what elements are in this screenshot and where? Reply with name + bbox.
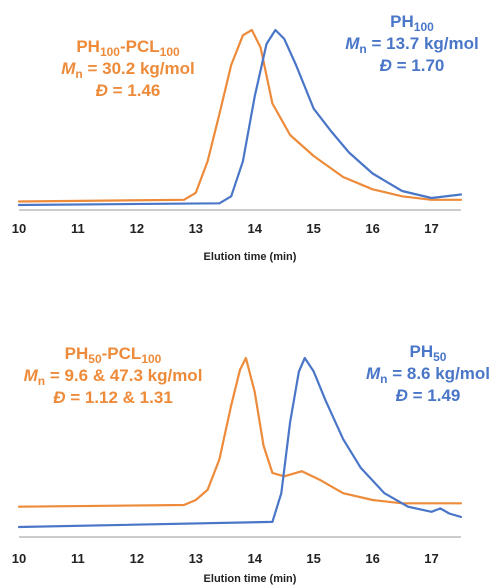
x-tick-label: 17 [424, 221, 438, 236]
legend-label-ph100-pcl100: PH100-PCL100 [76, 37, 180, 59]
x-axis-title: Elution time (min) [204, 251, 297, 263]
x-tick-label: 15 [306, 551, 320, 566]
x-tick-label: 12 [130, 551, 144, 566]
x-tick-label: 14 [247, 221, 262, 236]
x-tick-label: 14 [247, 551, 262, 566]
mn-subscript: n [75, 67, 82, 81]
dispersity-symbol: Đ [96, 81, 108, 100]
dispersity-value: = 1.49 [408, 386, 460, 405]
dispersity-annotation: Đ = 1.46 [96, 81, 161, 100]
legend-name-base: PH [65, 344, 89, 363]
x-tick-label: 12 [130, 221, 144, 236]
legend-name-subscript: 100 [100, 45, 120, 59]
x-tick-label: 16 [365, 551, 379, 566]
mn-annotation: Mn = 8.6 kg/mol [366, 364, 490, 386]
legend-name-subscript: 100 [414, 20, 434, 34]
dispersity-symbol: Đ [53, 388, 65, 407]
legend-label-ph50-pcl100: PH50-PCL100 [65, 344, 162, 366]
mn-symbol: M [345, 34, 360, 53]
legend-name-mid: -PCL [120, 37, 160, 56]
mn-value: = 8.6 kg/mol [388, 364, 491, 383]
mn-subscript: n [380, 372, 387, 386]
x-axis-title: Elution time (min) [204, 573, 297, 585]
mn-symbol: M [24, 366, 39, 385]
series-line-ph100-pcl100 [17, 28, 463, 203]
series-line-ph100 [17, 28, 463, 207]
dispersity-annotation: Đ = 1.12 & 1.31 [53, 388, 173, 407]
legend-name-subscript: 100 [141, 352, 161, 366]
dispersity-value: = 1.12 & 1.31 [66, 388, 173, 407]
legend-name-base: PH [410, 342, 434, 361]
mn-annotation: Mn = 9.6 & 47.3 kg/mol [24, 366, 203, 388]
dispersity-value: = 1.70 [392, 56, 444, 75]
mn-subscript: n [359, 42, 366, 56]
x-tick-label: 13 [189, 221, 203, 236]
mn-value: = 30.2 kg/mol [83, 59, 195, 78]
legend-label-ph50: PH50 [410, 342, 447, 364]
series-line-ph50-pcl100 [17, 356, 463, 508]
mn-value: = 9.6 & 47.3 kg/mol [45, 366, 202, 385]
mn-annotation: Mn = 30.2 kg/mol [61, 59, 195, 81]
x-tick-label: 17 [424, 551, 438, 566]
dispersity-annotation: Đ = 1.70 [380, 56, 445, 75]
legend-name-subscript: 100 [160, 45, 180, 59]
legend-name-subscript: 50 [88, 352, 102, 366]
legend-name-mid: -PCL [102, 344, 142, 363]
x-tick-label: 15 [306, 221, 320, 236]
legend-label-ph100: PH100 [390, 12, 434, 34]
dispersity-symbol: Đ [380, 56, 392, 75]
legend-name-base: PH [76, 37, 100, 56]
mn-annotation: Mn = 13.7 kg/mol [345, 34, 479, 56]
dispersity-value: = 1.46 [108, 81, 160, 100]
legend-name-base: PH [390, 12, 414, 31]
x-tick-label: 11 [71, 221, 85, 236]
dispersity-symbol: Đ [396, 386, 408, 405]
x-tick-label: 16 [365, 221, 379, 236]
mn-value: = 13.7 kg/mol [367, 34, 479, 53]
x-tick-label: 10 [12, 221, 26, 236]
mn-symbol: M [61, 59, 76, 78]
mn-subscript: n [38, 374, 45, 388]
mn-symbol: M [366, 364, 381, 383]
x-tick-label: 10 [12, 551, 26, 566]
x-tick-label: 11 [71, 551, 85, 566]
series-line-ph50 [17, 356, 463, 529]
dispersity-annotation: Đ = 1.49 [396, 386, 461, 405]
legend-name-subscript: 50 [433, 350, 447, 364]
x-tick-label: 13 [189, 551, 203, 566]
